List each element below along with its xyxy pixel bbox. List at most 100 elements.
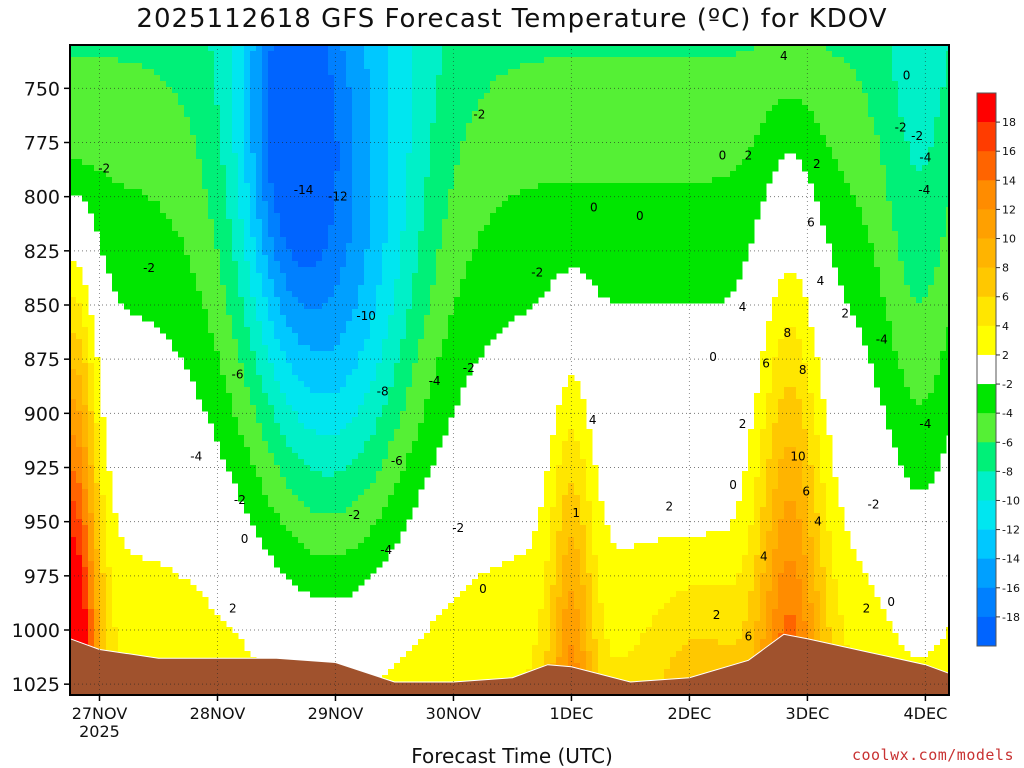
colorbar-segment bbox=[977, 238, 996, 268]
contour-label: -2 bbox=[868, 497, 880, 511]
colorbar-label: -8 bbox=[1002, 465, 1013, 478]
contour-label: 8 bbox=[799, 363, 807, 377]
contour-label: 4 bbox=[739, 300, 747, 314]
contour-label: 10 bbox=[790, 450, 805, 464]
contour-label: 0 bbox=[887, 595, 895, 609]
x-tick-label: 3DEC bbox=[786, 704, 830, 723]
colorbar-segment bbox=[977, 151, 996, 181]
temperature-field bbox=[70, 45, 950, 696]
colorbar-label: -2 bbox=[1002, 378, 1013, 391]
contour-label: 0 bbox=[709, 350, 717, 364]
x-axis-label: Forecast Time (UTC) bbox=[411, 744, 613, 768]
contour-label: 6 bbox=[762, 357, 770, 371]
contour-label: 6 bbox=[745, 630, 753, 644]
contour-label: 4 bbox=[780, 49, 788, 63]
contour-label: -2 bbox=[452, 521, 464, 535]
credit-text: coolwx.com/models bbox=[851, 746, 1014, 764]
contour-label: 4 bbox=[760, 549, 768, 563]
colorbar-label: 4 bbox=[1002, 320, 1009, 333]
colorbar-label: -6 bbox=[1002, 436, 1013, 449]
y-tick-label: 1000 bbox=[12, 620, 60, 642]
contour-label: 2 bbox=[739, 417, 747, 431]
contour-label: 8 bbox=[784, 326, 792, 340]
contour-label: -4 bbox=[380, 543, 392, 557]
colorbar-segment bbox=[977, 471, 996, 501]
colorbar-segment bbox=[977, 384, 996, 414]
y-tick-label: 900 bbox=[24, 403, 60, 425]
plot-frame bbox=[69, 44, 950, 696]
y-axis: 750 775 800 825 850 875 900 925 950 975 1000 1025 bbox=[12, 78, 70, 696]
y-tick-label: 775 bbox=[24, 133, 60, 155]
colorbar-label: 10 bbox=[1002, 233, 1016, 246]
chart-title: 2025112618 GFS Forecast Temperature (ºC)… bbox=[136, 4, 888, 34]
y-tick-label: 950 bbox=[24, 512, 60, 534]
contour-label: -2 bbox=[473, 107, 485, 121]
colorbar-label: 12 bbox=[1002, 203, 1016, 216]
contour-label: 0 bbox=[636, 209, 644, 223]
colorbar-segment bbox=[977, 267, 996, 298]
gridlines bbox=[70, 45, 949, 695]
contour-label: 0 bbox=[903, 68, 911, 82]
contour-label: 2 bbox=[813, 157, 821, 171]
colorbar-segment bbox=[977, 558, 996, 589]
contour-label: 0 bbox=[590, 201, 598, 215]
contour-label: -8 bbox=[377, 385, 389, 399]
contour-label: -4 bbox=[876, 333, 888, 347]
contour-label: 1 bbox=[572, 506, 580, 520]
colorbar-label: -4 bbox=[1002, 407, 1013, 420]
colorbar-segment bbox=[977, 180, 996, 210]
colorbar-label: 2 bbox=[1002, 349, 1009, 362]
colorbar-segment bbox=[977, 122, 996, 152]
contour-label: 4 bbox=[817, 274, 825, 288]
colorbar-label: 16 bbox=[1002, 145, 1016, 158]
contour-label: -4 bbox=[919, 151, 931, 165]
y-tick-label: 825 bbox=[24, 241, 60, 263]
contour-label: 6 bbox=[807, 216, 815, 230]
contour-label: -4 bbox=[918, 183, 930, 197]
contour-label: -14 bbox=[294, 183, 314, 197]
colorbar-label: -18 bbox=[1002, 611, 1020, 624]
colorbar-label: 14 bbox=[1002, 174, 1016, 187]
contour-label: -2 bbox=[234, 493, 246, 507]
contour-labels: -14 -12 -10 -8 -6 -6 -4 -4 -4 -2 -2 -2 -2 -2 -2 -2 -2 0 0 0… bbox=[98, 49, 931, 644]
y-tick-label: 925 bbox=[24, 458, 60, 480]
contour-label: 2 bbox=[229, 601, 237, 615]
contour-label: -2 bbox=[531, 266, 543, 280]
x-tick-label: 1DEC bbox=[550, 704, 594, 723]
contour-label: 6 bbox=[802, 484, 810, 498]
x-axis-year-label: 2025 bbox=[79, 722, 120, 741]
contour-label: 2 bbox=[666, 500, 674, 514]
colorbar-segment bbox=[977, 500, 996, 530]
contour-label: 2 bbox=[863, 601, 871, 615]
contour-label: 0 bbox=[729, 478, 737, 492]
y-tick-label: 750 bbox=[24, 78, 60, 100]
contour-label: -2 bbox=[143, 261, 155, 275]
contour-label: -4 bbox=[190, 450, 202, 464]
colorbar: 18 16 14 12 10 8 6 4 2 -2 -4 -6 -8 -10 -12 -14 -16 -18 bbox=[976, 92, 1020, 647]
contour-label: -4 bbox=[429, 374, 441, 388]
colorbar-label: 6 bbox=[1002, 291, 1009, 304]
contour-label: 4 bbox=[589, 413, 597, 427]
contour-label: -6 bbox=[232, 367, 244, 381]
contour-label: 2 bbox=[841, 307, 849, 321]
x-tick-label: 2DEC bbox=[668, 704, 712, 723]
colorbar-segment bbox=[977, 529, 996, 559]
colorbar-segment bbox=[977, 354, 996, 385]
colorbar-segment bbox=[977, 413, 996, 443]
x-tick-label: 28NOV bbox=[190, 704, 246, 723]
colorbar-segment bbox=[977, 587, 996, 618]
y-tick-label: 850 bbox=[24, 295, 60, 317]
x-tick-label: 27NOV bbox=[72, 704, 128, 723]
colorbar-label: -16 bbox=[1002, 582, 1020, 595]
y-tick-label: 1025 bbox=[12, 674, 60, 696]
y-tick-label: 875 bbox=[24, 349, 60, 371]
colorbar-label: -10 bbox=[1002, 494, 1020, 507]
colorbar-segment bbox=[977, 209, 996, 239]
contour-label: -2 bbox=[895, 120, 907, 134]
contour-label: -4 bbox=[919, 417, 931, 431]
colorbar-frame bbox=[976, 92, 997, 647]
contour-label: 4 bbox=[814, 515, 822, 529]
x-axis: 27NOV 28NOV 29NOV 30NOV 1DEC 2DEC 3DEC 4DEC 2025 bbox=[72, 695, 947, 741]
y-tick-label: 800 bbox=[24, 187, 60, 209]
